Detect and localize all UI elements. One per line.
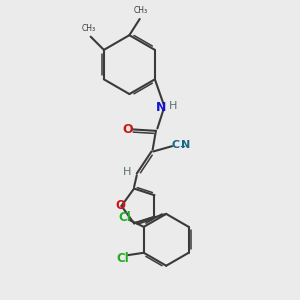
- Text: Cl: Cl: [118, 211, 131, 224]
- Text: N: N: [156, 101, 166, 114]
- Text: C: C: [172, 140, 180, 150]
- Text: CH₃: CH₃: [134, 6, 148, 15]
- Text: CH₃: CH₃: [81, 24, 95, 33]
- Text: N: N: [181, 140, 190, 150]
- Text: H: H: [169, 101, 178, 111]
- Text: H: H: [123, 167, 131, 177]
- Text: Cl: Cl: [116, 252, 129, 265]
- Text: O: O: [115, 200, 125, 212]
- Text: O: O: [123, 123, 133, 136]
